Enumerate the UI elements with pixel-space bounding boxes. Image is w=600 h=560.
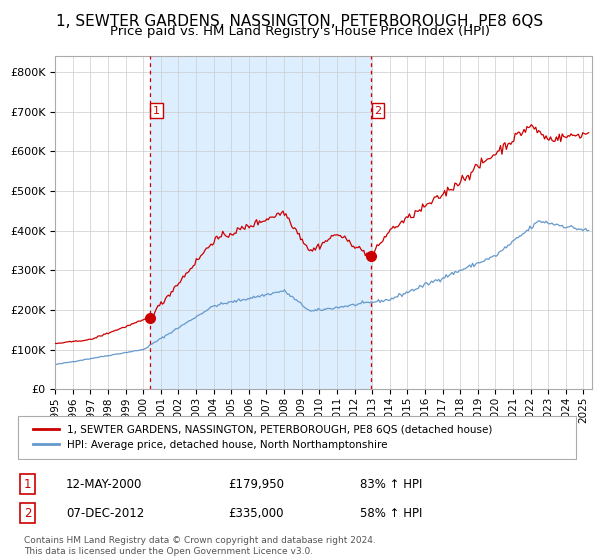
- Text: 1: 1: [153, 105, 160, 115]
- Legend: 1, SEWTER GARDENS, NASSINGTON, PETERBOROUGH, PE8 6QS (detached house), HPI: Aver: 1, SEWTER GARDENS, NASSINGTON, PETERBORO…: [29, 421, 497, 454]
- Text: £335,000: £335,000: [228, 507, 284, 520]
- Text: 07-DEC-2012: 07-DEC-2012: [66, 507, 144, 520]
- Text: £179,950: £179,950: [228, 478, 284, 491]
- Bar: [149, 56, 371, 389]
- Text: 2: 2: [24, 507, 32, 520]
- FancyBboxPatch shape: [18, 416, 577, 459]
- Text: 1, SEWTER GARDENS, NASSINGTON, PETERBOROUGH, PE8 6QS: 1, SEWTER GARDENS, NASSINGTON, PETERBORO…: [56, 14, 544, 29]
- Text: Contains HM Land Registry data © Crown copyright and database right 2024.
This d: Contains HM Land Registry data © Crown c…: [24, 536, 376, 556]
- Text: Price paid vs. HM Land Registry's House Price Index (HPI): Price paid vs. HM Land Registry's House …: [110, 25, 490, 38]
- Text: 1: 1: [24, 478, 32, 491]
- Text: 83% ↑ HPI: 83% ↑ HPI: [360, 478, 422, 491]
- Text: 2: 2: [374, 105, 382, 115]
- Text: 12-MAY-2000: 12-MAY-2000: [66, 478, 142, 491]
- Text: 58% ↑ HPI: 58% ↑ HPI: [360, 507, 422, 520]
